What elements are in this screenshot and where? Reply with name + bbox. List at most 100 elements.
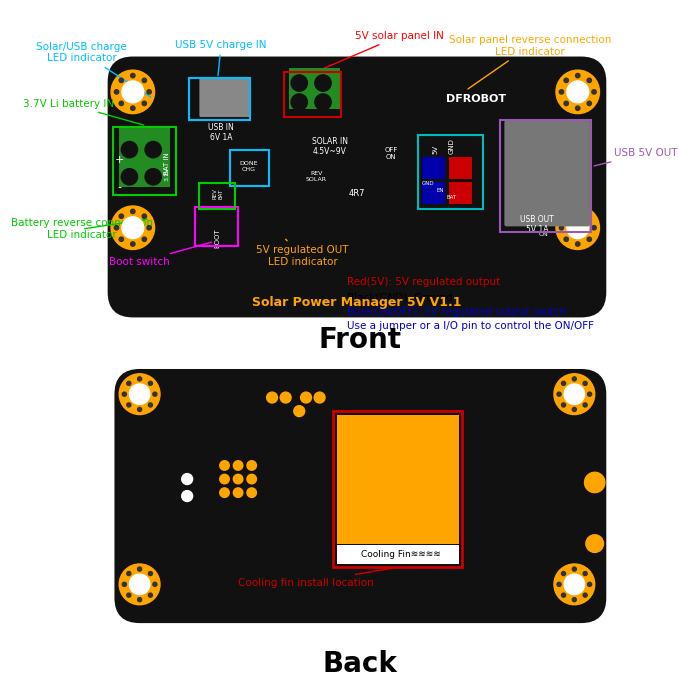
Text: GND: GND [449,139,455,154]
Circle shape [583,593,587,597]
Text: GND: GND [422,181,435,186]
Text: Battery reverse connection
LED indicator: Battery reverse connection LED indicator [11,218,153,240]
Circle shape [587,392,592,396]
Circle shape [142,102,146,106]
Text: Boot switch: Boot switch [109,242,211,267]
Circle shape [131,106,135,111]
Circle shape [111,206,155,249]
Text: REV
SOLAR: REV SOLAR [306,172,327,182]
Circle shape [138,598,141,602]
Circle shape [220,475,230,484]
Bar [418,135,482,209]
Circle shape [564,102,568,106]
Circle shape [573,567,576,571]
FancyBboxPatch shape [505,120,590,226]
Circle shape [121,141,138,158]
Circle shape [291,94,307,110]
Bar [230,150,269,186]
Text: 3.7V Li battery IN: 3.7V Li battery IN [22,99,144,125]
Circle shape [592,225,596,230]
Circle shape [587,237,592,241]
Circle shape [575,242,580,246]
Text: USB OUT
5V 1A: USB OUT 5V 1A [520,215,554,234]
Text: SOLAR IN
4.5V~9V: SOLAR IN 4.5V~9V [312,136,348,156]
Circle shape [573,598,576,602]
Circle shape [119,78,123,83]
Circle shape [182,474,192,484]
Text: BAT IN: BAT IN [164,152,170,174]
Circle shape [583,403,587,407]
Bar [337,545,459,564]
Circle shape [127,571,131,575]
Circle shape [127,593,131,597]
Circle shape [131,209,135,214]
Circle shape [119,374,160,414]
Text: Solar/USB charge
LED indicator: Solar/USB charge LED indicator [36,42,151,97]
Circle shape [220,488,230,498]
Circle shape [147,225,151,230]
Text: Cooling Fin≋≋≋≋: Cooling Fin≋≋≋≋ [361,550,441,559]
Bar [500,120,592,232]
Circle shape [315,94,331,110]
Circle shape [567,81,589,103]
Circle shape [586,535,603,552]
Circle shape [122,582,127,587]
Circle shape [556,206,599,249]
Circle shape [114,225,119,230]
Circle shape [138,407,141,412]
Circle shape [131,242,135,246]
Text: Back: Back [323,650,398,678]
Text: +: + [115,155,124,164]
FancyBboxPatch shape [199,77,250,117]
Circle shape [148,403,153,407]
Circle shape [592,90,596,94]
Circle shape [247,475,256,484]
Circle shape [122,392,127,396]
Bar [119,126,170,187]
Text: ON: ON [539,232,549,237]
Bar [421,182,445,204]
Text: 5V: 5V [432,145,438,154]
Circle shape [131,74,135,78]
Circle shape [583,382,587,386]
Circle shape [561,571,566,575]
Circle shape [564,78,568,83]
Circle shape [122,217,144,239]
Circle shape [280,392,291,403]
Circle shape [564,214,568,218]
Text: Solar Power Manager 5V V1.1: Solar Power Manager 5V V1.1 [252,296,462,309]
Circle shape [142,237,146,241]
FancyBboxPatch shape [116,370,605,622]
Circle shape [575,74,580,78]
Text: EN: EN [436,188,444,193]
Bar [199,183,235,209]
Circle shape [119,102,123,106]
Circle shape [130,384,150,405]
Circle shape [584,473,605,493]
Text: USB 5V charge IN: USB 5V charge IN [176,40,267,76]
Circle shape [145,169,161,185]
Bar [449,157,472,178]
Circle shape [127,382,131,386]
Circle shape [291,75,307,91]
Circle shape [147,90,151,94]
Circle shape [564,237,568,241]
Text: DFROBOT: DFROBOT [446,94,506,104]
Circle shape [119,564,160,605]
Text: REV
BAT: REV BAT [212,188,223,199]
Circle shape [233,488,243,498]
Text: Use a jumper or a I/O pin to control the ON/OFF: Use a jumper or a I/O pin to control the… [346,321,594,331]
Circle shape [233,475,243,484]
Circle shape [315,75,331,91]
Bar [421,157,445,178]
Text: 5V solar panel IN: 5V solar panel IN [322,31,444,69]
Circle shape [573,377,576,381]
Text: 4R7: 4R7 [349,189,365,198]
Circle shape [111,70,155,113]
Text: Red(5V): 5V regulated output: Red(5V): 5V regulated output [346,277,500,287]
Circle shape [130,574,150,594]
Circle shape [267,392,277,403]
Text: Black(GND): Ground: Black(GND): Ground [346,293,452,302]
Circle shape [138,567,141,571]
Circle shape [142,214,146,218]
